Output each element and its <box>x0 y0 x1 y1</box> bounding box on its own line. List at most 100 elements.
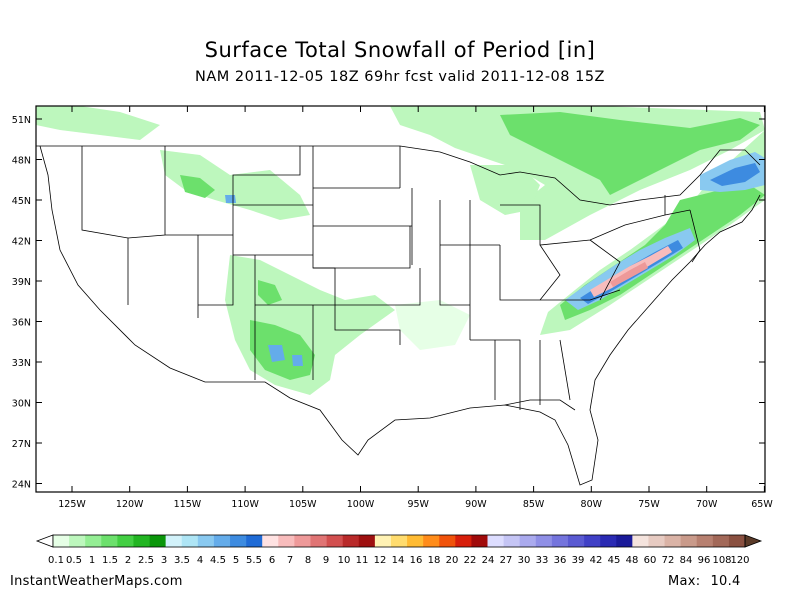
legend-swatch <box>85 535 102 547</box>
snow-region-canada-mid <box>500 112 760 195</box>
lat-label: 42N <box>12 237 31 248</box>
lat-label: 24N <box>12 480 31 491</box>
state-lines-west <box>81 146 336 380</box>
legend-label: 42 <box>590 555 603 566</box>
legend-swatch <box>712 535 730 547</box>
legend-label: 3.5 <box>174 555 190 566</box>
legend-swatch <box>487 535 504 547</box>
legend-label: 8 <box>305 555 311 566</box>
legend-label: 18 <box>428 555 441 566</box>
legend-label: 16 <box>410 555 423 566</box>
legend-swatch <box>117 535 134 547</box>
legend-label: 120 <box>730 555 749 566</box>
lon-label: 105W <box>289 499 317 510</box>
map-title: Surface Total Snowfall of Period [in] <box>204 38 596 62</box>
legend-label: 2.5 <box>138 555 154 566</box>
lon-label: 100W <box>347 499 375 510</box>
lon-label: 125W <box>58 499 86 510</box>
legend-swatch <box>278 535 295 547</box>
gulf-florida <box>504 399 576 411</box>
legend-label: 3 <box>161 555 167 566</box>
snow-region-lakes <box>470 165 540 215</box>
legend-swatch <box>407 535 424 547</box>
legend-swatch <box>197 535 215 547</box>
legend-label: 96 <box>698 555 711 566</box>
legend-label: 11 <box>356 555 369 566</box>
legend-swatch <box>342 535 360 547</box>
lon-label: 110W <box>231 499 259 510</box>
snow-region-wy-mid <box>180 175 215 198</box>
legend-label: 22 <box>464 555 477 566</box>
lon-label: 75W <box>638 499 660 510</box>
legend-label: 1.5 <box>102 555 118 566</box>
max-readout: Max: 10.4 <box>668 574 741 589</box>
legend-label: 33 <box>536 555 549 566</box>
legend-swatch <box>101 535 118 547</box>
legend-swatch <box>680 535 698 547</box>
legend-swatch <box>648 535 665 547</box>
snow-region-maine-deep <box>710 163 760 186</box>
lon-label: 115W <box>174 499 202 510</box>
legend-label: 0.1 <box>48 555 64 566</box>
lon-label: 80W <box>581 499 603 510</box>
legend-label: 12 <box>374 555 387 566</box>
legend-label: 1 <box>89 555 95 566</box>
legend-swatch <box>439 535 456 547</box>
map-subtitle: NAM 2011-12-05 18Z 69hr fcst valid 2011-… <box>195 69 605 85</box>
legend-swatch <box>390 535 408 547</box>
map-boundaries <box>36 145 761 486</box>
lon-label: 95W <box>407 499 429 510</box>
lat-label: 27N <box>12 439 31 450</box>
legend-swatch <box>230 535 247 547</box>
snow-region-co-mid <box>258 280 282 305</box>
legend-swatch <box>69 535 86 547</box>
legend-swatch <box>471 535 488 547</box>
legend-high-arrow <box>744 534 763 548</box>
legend-swatch <box>53 535 70 547</box>
legend-low-arrow <box>35 534 54 548</box>
legend-label: 2 <box>125 555 131 566</box>
legend-swatch <box>584 535 601 547</box>
legend-label: 14 <box>392 555 405 566</box>
snow-region-id-blue <box>225 195 236 203</box>
lat-label: 33N <box>12 358 31 369</box>
lat-label: 30N <box>12 399 31 410</box>
snow-region-max-red-core <box>610 262 648 287</box>
legend-swatch <box>567 535 585 547</box>
lat-label: 48N <box>12 156 31 167</box>
legend-swatch <box>664 535 681 547</box>
legend-label: 6 <box>269 555 275 566</box>
us-outline <box>39 145 761 486</box>
source-credit: InstantWeatherMaps.com <box>10 574 183 589</box>
legend-label: 39 <box>572 555 585 566</box>
legend-swatch <box>149 535 166 547</box>
legend-swatch <box>358 535 376 547</box>
legend-swatch <box>455 535 472 547</box>
legend-label: 10 <box>338 555 351 566</box>
snow-region-plains <box>395 300 470 350</box>
legend-swatch <box>374 535 392 547</box>
legend-label: 7 <box>287 555 293 566</box>
legend-swatch <box>246 535 263 547</box>
state-lines-central <box>313 146 621 410</box>
state-lines-east <box>500 195 701 301</box>
legend-label: 36 <box>554 555 567 566</box>
legend-swatch <box>551 535 569 547</box>
legend-swatch <box>423 535 440 547</box>
legend-label: 45 <box>608 555 621 566</box>
lat-label: 51N <box>12 115 31 126</box>
legend-label: 20 <box>446 555 459 566</box>
legend-swatch <box>181 535 199 547</box>
max-label: Max: <box>668 574 701 589</box>
lon-label: 90W <box>465 499 487 510</box>
lon-label: 65W <box>751 499 773 510</box>
legend-swatch <box>503 535 520 547</box>
legend-label: 72 <box>662 555 675 566</box>
legend-label: 5.5 <box>246 555 262 566</box>
snow-region-rockies-north <box>160 150 310 220</box>
legend-label: 60 <box>644 555 657 566</box>
legend-label: 84 <box>680 555 693 566</box>
legend-swatch <box>696 535 714 547</box>
legend-swatch <box>165 535 183 547</box>
